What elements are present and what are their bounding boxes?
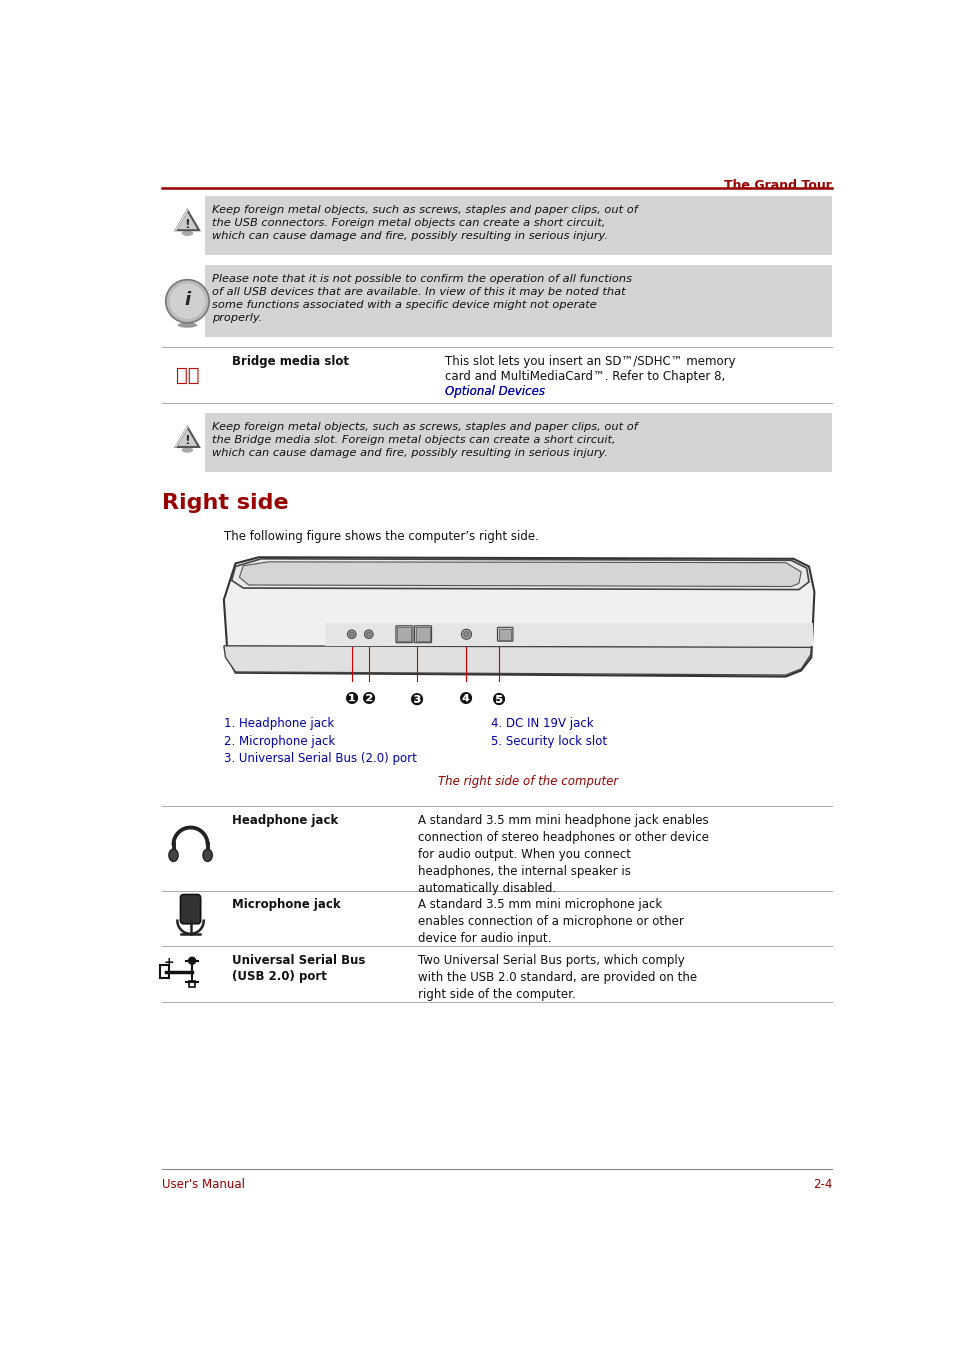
Text: ❸: ❸: [410, 691, 423, 708]
FancyBboxPatch shape: [497, 627, 513, 641]
FancyBboxPatch shape: [416, 627, 430, 641]
Text: !: !: [184, 434, 191, 448]
Text: Microphone jack: Microphone jack: [232, 898, 340, 911]
Circle shape: [189, 957, 195, 964]
Text: Right side: Right side: [162, 493, 288, 514]
Text: This slot lets you insert an SD™/SDHC™ memory: This slot lets you insert an SD™/SDHC™ m…: [444, 356, 735, 368]
Ellipse shape: [203, 849, 212, 861]
FancyBboxPatch shape: [395, 626, 413, 642]
Text: Bridge media slot: Bridge media slot: [232, 356, 348, 368]
Text: Two Universal Serial Bus ports, which comply
with the USB 2.0 standard, are prov: Two Universal Serial Bus ports, which co…: [417, 953, 696, 1000]
Ellipse shape: [181, 448, 193, 453]
Polygon shape: [232, 558, 808, 589]
Text: A standard 3.5 mm mini microphone jack
enables connection of a microphone or oth: A standard 3.5 mm mini microphone jack e…: [417, 898, 682, 945]
Text: A standard 3.5 mm mini headphone jack enables
connection of stereo headphones or: A standard 3.5 mm mini headphone jack en…: [417, 814, 708, 895]
Polygon shape: [175, 211, 199, 230]
Text: +: +: [163, 956, 174, 969]
Ellipse shape: [181, 231, 193, 237]
Text: 5. Security lock slot: 5. Security lock slot: [491, 734, 607, 748]
Text: The following figure shows the computer’s right side.: The following figure shows the computer’…: [224, 530, 538, 544]
Text: Keep foreign metal objects, such as screws, staples and paper clips, out of
the : Keep foreign metal objects, such as scre…: [212, 206, 638, 241]
Text: ❺: ❺: [492, 691, 505, 708]
Polygon shape: [224, 646, 810, 675]
Text: 1. Headphone jack: 1. Headphone jack: [224, 718, 334, 730]
Text: Keep foreign metal objects, such as screws, staples and paper clips, out of
the : Keep foreign metal objects, such as scre…: [212, 422, 638, 458]
Circle shape: [461, 629, 471, 639]
Text: Headphone jack: Headphone jack: [232, 814, 337, 826]
Circle shape: [364, 630, 373, 638]
FancyBboxPatch shape: [415, 626, 431, 642]
Text: Please note that it is not possible to confirm the operation of all functions
of: Please note that it is not possible to c…: [212, 274, 632, 323]
Text: 2. Microphone jack: 2. Microphone jack: [224, 734, 335, 748]
FancyBboxPatch shape: [204, 412, 831, 472]
FancyBboxPatch shape: [180, 895, 200, 923]
FancyBboxPatch shape: [498, 629, 511, 639]
FancyBboxPatch shape: [204, 196, 831, 256]
Polygon shape: [239, 562, 801, 587]
Text: User's Manual: User's Manual: [162, 1178, 245, 1191]
Ellipse shape: [169, 849, 178, 861]
FancyBboxPatch shape: [204, 265, 831, 338]
Text: Universal Serial Bus
(USB 2.0) port: Universal Serial Bus (USB 2.0) port: [232, 953, 365, 983]
Polygon shape: [224, 557, 814, 676]
Text: Optional Devices: Optional Devices: [444, 385, 544, 397]
Circle shape: [349, 631, 354, 637]
Text: 4. DC IN 19V jack: 4. DC IN 19V jack: [491, 718, 594, 730]
Ellipse shape: [177, 322, 197, 327]
FancyBboxPatch shape: [397, 627, 411, 641]
Circle shape: [347, 630, 355, 638]
Text: !: !: [184, 218, 191, 231]
Text: ❹: ❹: [459, 691, 473, 708]
Text: i: i: [184, 292, 191, 310]
Circle shape: [463, 631, 469, 637]
Circle shape: [366, 631, 371, 637]
Text: 2-4: 2-4: [812, 1178, 831, 1191]
Text: The Grand Tour: The Grand Tour: [723, 180, 831, 192]
Circle shape: [170, 284, 205, 319]
Text: Optional Devices: Optional Devices: [444, 385, 544, 397]
Polygon shape: [175, 427, 199, 448]
Text: card and MultiMediaCard™. Refer to Chapter 8,: card and MultiMediaCard™. Refer to Chapt…: [444, 370, 724, 383]
Text: ❷: ❷: [361, 691, 375, 708]
Text: Ⓢⓓ: Ⓢⓓ: [175, 365, 199, 385]
Text: 3. Universal Serial Bus (2.0) port: 3. Universal Serial Bus (2.0) port: [224, 752, 416, 765]
Text: ❶: ❶: [344, 691, 358, 708]
Text: The right side of the computer: The right side of the computer: [437, 775, 618, 788]
FancyBboxPatch shape: [324, 623, 812, 646]
Circle shape: [166, 280, 209, 323]
